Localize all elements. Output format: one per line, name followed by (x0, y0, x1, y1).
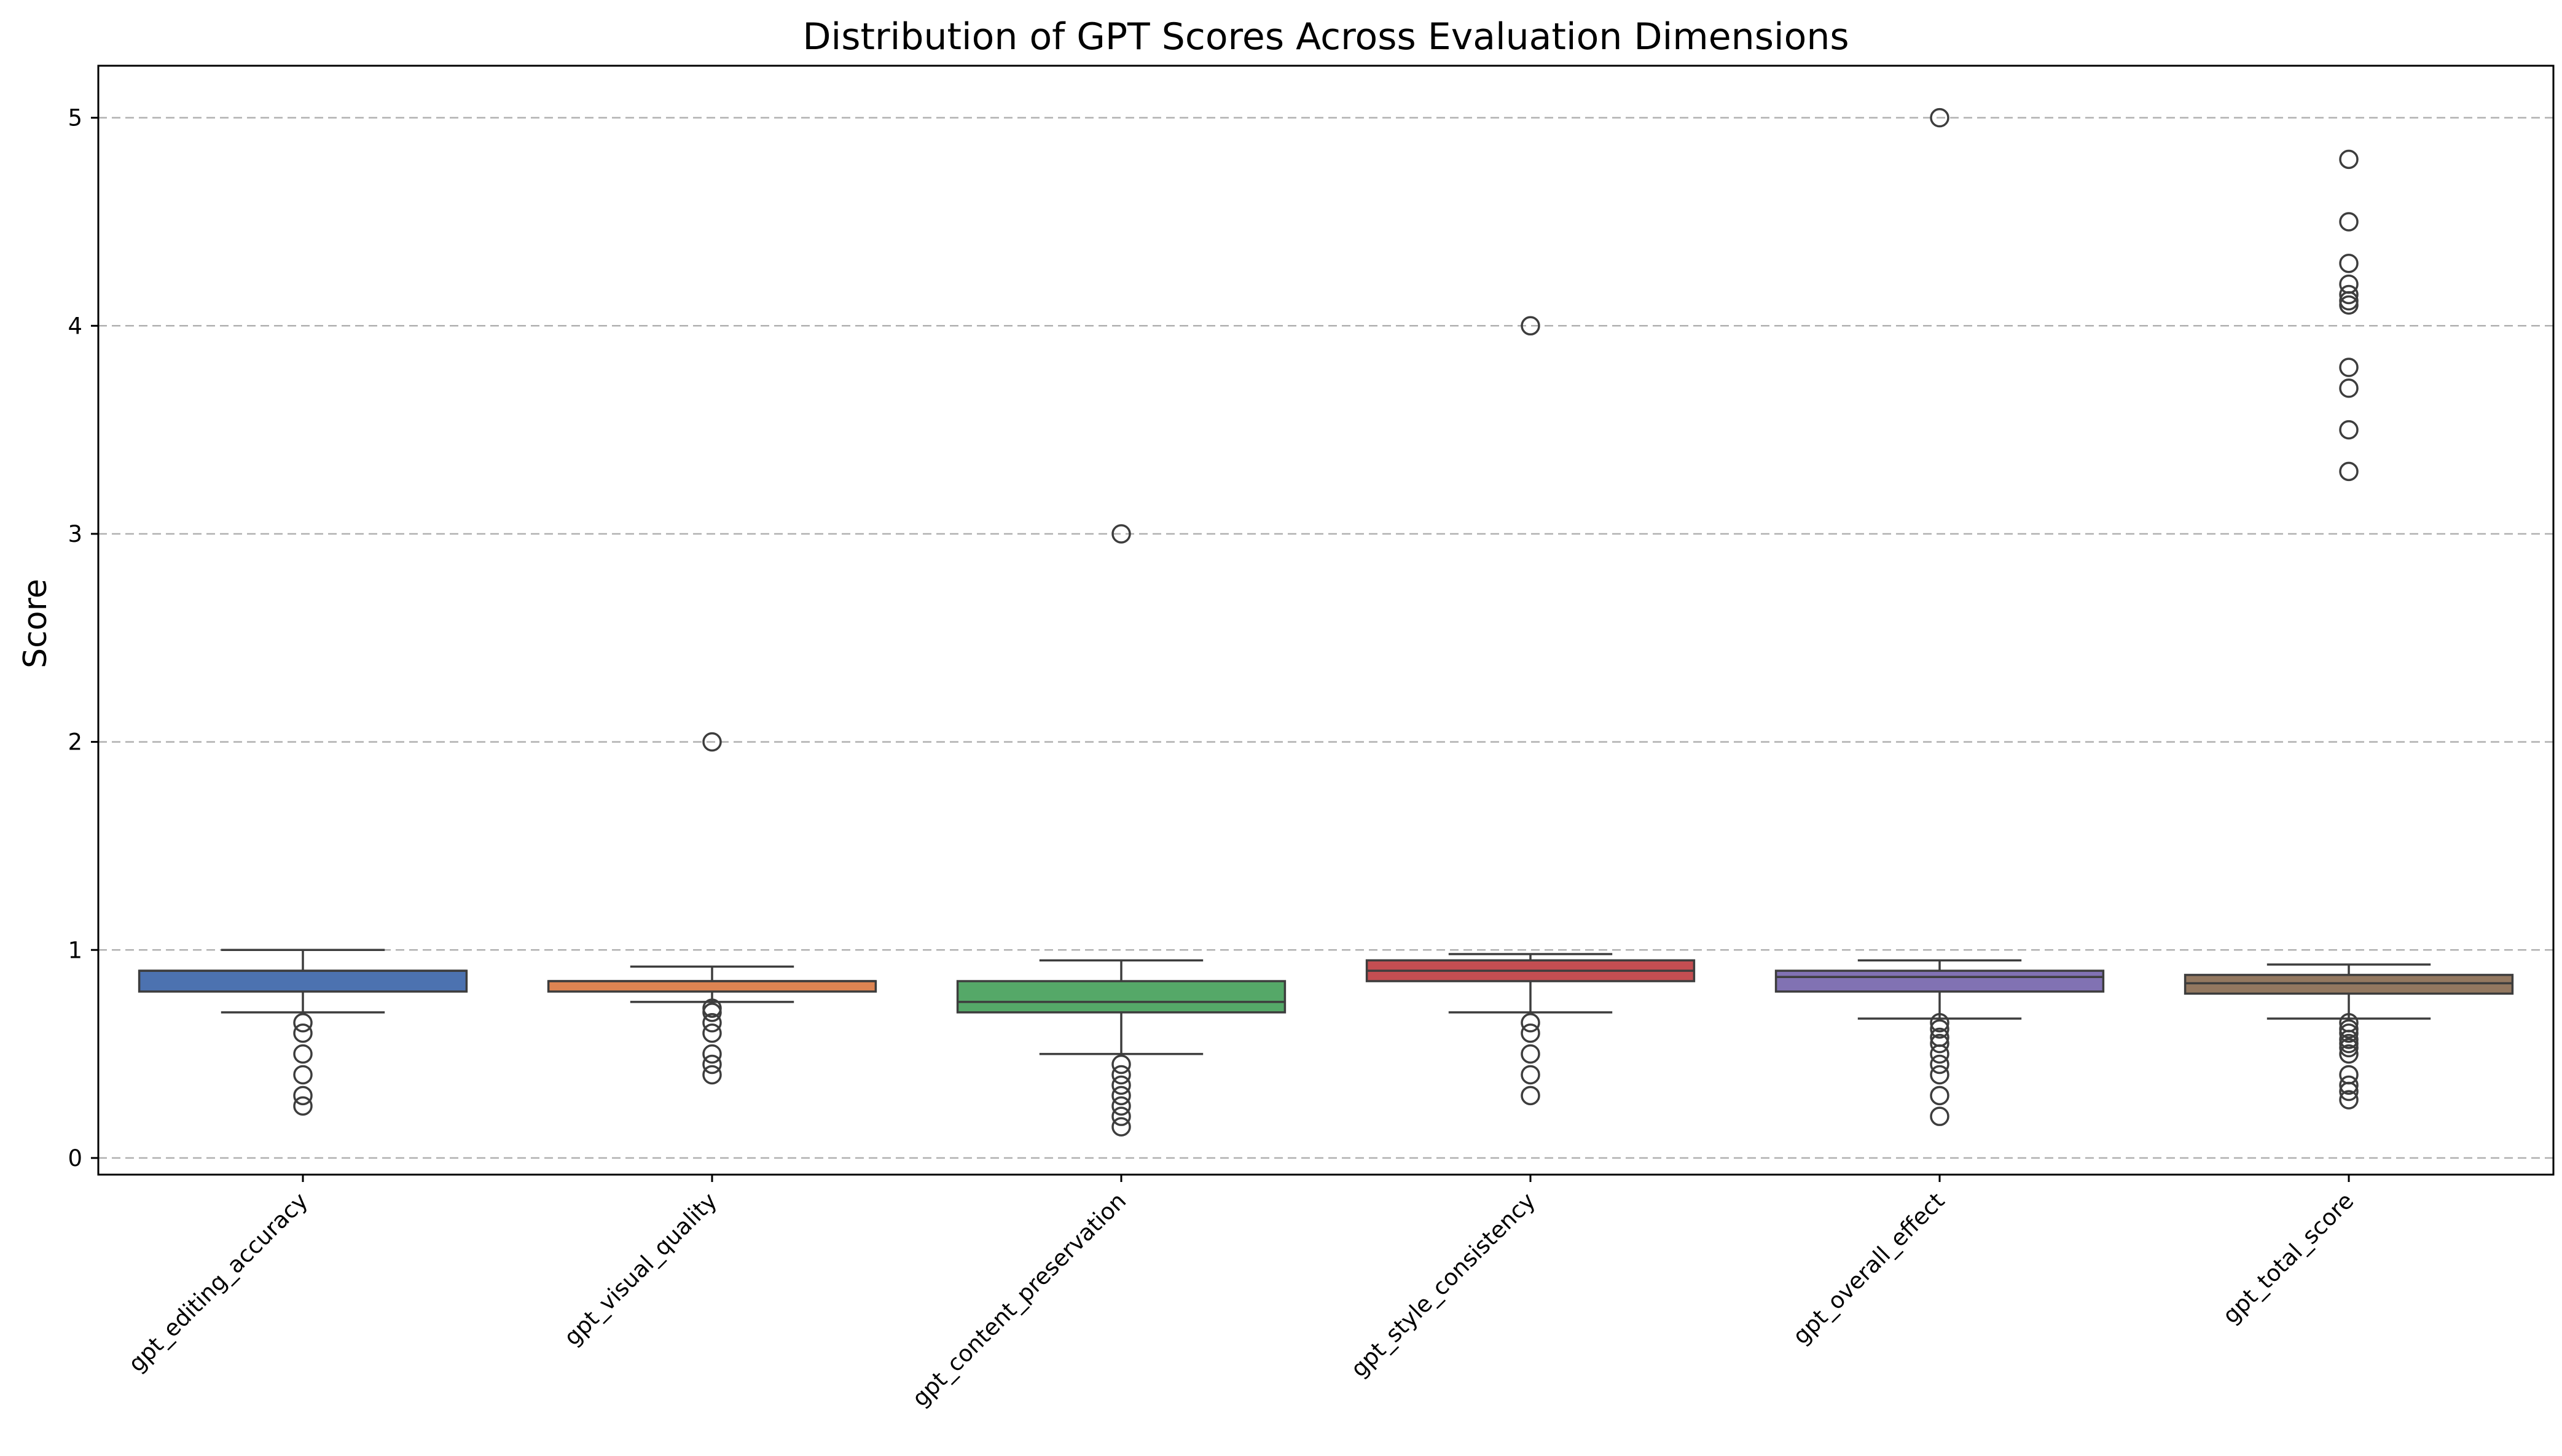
outlier-point (1111, 524, 1131, 544)
outlier-point (2339, 295, 2359, 315)
outlier-point (1930, 1044, 1949, 1064)
outlier-point (702, 1023, 722, 1043)
iqr-box (1774, 969, 2105, 993)
outlier-point (2339, 149, 2359, 170)
outlier-point (702, 1054, 722, 1074)
y-tick-label: 0 (68, 1145, 82, 1172)
x-tick-label: gpt_total_score (2217, 1188, 2359, 1329)
outlier-point (293, 1065, 313, 1085)
outlier-point (2339, 420, 2359, 440)
outlier-point (702, 1013, 722, 1033)
outlier-point (293, 1086, 313, 1106)
x-tick-label: gpt_overall_effect (1788, 1188, 1950, 1350)
box-series (138, 108, 2514, 1137)
y-axis-ticks: 0 1 2 3 4 5 (68, 105, 98, 1172)
outlier-point (1930, 1065, 1949, 1085)
outlier-point (1111, 1075, 1131, 1095)
outlier-point (293, 1023, 313, 1043)
outlier-point (2339, 1065, 2359, 1085)
x-tick-label: gpt_editing_accuracy (123, 1188, 313, 1377)
outlier-point (2339, 1023, 2359, 1043)
y-tick-label: 1 (68, 937, 82, 963)
outlier-point (2339, 1038, 2359, 1058)
outlier-point (1521, 316, 1540, 336)
outlier-point (1521, 1013, 1540, 1033)
outlier-point (1930, 1106, 1949, 1126)
outlier-point (702, 1044, 722, 1064)
outlier-point (2339, 1044, 2359, 1064)
outlier-point (1930, 1086, 1949, 1106)
grid-lines (98, 117, 2553, 1159)
box-gpt_visual_quality (547, 732, 877, 1085)
outlier-point (1521, 1023, 1540, 1043)
outlier-point (2339, 274, 2359, 294)
outlier-point (1930, 1033, 1949, 1054)
x-axis-ticks: gpt_editing_accuracy gpt_visual_quality gp… (123, 1175, 2359, 1412)
outlier-point (2339, 253, 2359, 273)
outlier-point (1930, 1054, 1949, 1074)
x-tick-label: gpt_content_preservation (907, 1188, 1131, 1412)
outlier-point (1111, 1086, 1131, 1106)
outlier-point (1521, 1065, 1540, 1085)
outlier-point (2339, 212, 2359, 232)
outlier-point (1111, 1065, 1131, 1085)
box-gpt_style_consistency (1365, 316, 1696, 1106)
y-tick-label: 3 (68, 521, 82, 547)
y-tick-label: 5 (68, 105, 82, 131)
outlier-point (2339, 1090, 2359, 1110)
box-gpt_total_score (2184, 149, 2514, 1110)
x-tick-label: gpt_style_consistency (1346, 1188, 1540, 1382)
outlier-point (1521, 1044, 1540, 1064)
x-tick-label: gpt_visual_quality (559, 1188, 723, 1351)
iqr-box (956, 980, 1287, 1014)
plot-frame (97, 65, 2555, 1176)
outlier-point (2339, 1075, 2359, 1095)
outlier-point (702, 1003, 722, 1022)
chart-title: Distribution of GPT Scores Across Evalua… (802, 15, 1849, 58)
box-gpt_editing_accuracy (138, 949, 468, 1116)
outlier-point (1111, 1117, 1131, 1137)
iqr-box (547, 980, 877, 993)
outlier-point (2339, 1081, 2359, 1102)
outlier-point (2339, 284, 2359, 305)
outlier-point (702, 732, 722, 752)
outlier-point (293, 1044, 313, 1064)
box-gpt_content_preservation (956, 524, 1287, 1137)
outlier-point (702, 1065, 722, 1085)
outlier-point (1930, 1013, 1949, 1033)
outlier-point (1930, 1019, 1949, 1039)
outlier-point (1930, 108, 1949, 128)
outlier-point (1111, 1106, 1131, 1126)
outlier-point (293, 1013, 313, 1033)
outlier-point (2339, 461, 2359, 482)
y-tick-label: 4 (68, 313, 82, 339)
y-tick-label: 2 (68, 729, 82, 756)
outlier-point (2339, 378, 2359, 398)
iqr-box (138, 969, 468, 993)
outlier-point (2339, 358, 2359, 377)
outlier-point (293, 1096, 313, 1116)
outlier-point (1521, 1086, 1540, 1106)
box-gpt_overall_effect (1774, 108, 2105, 1126)
outlier-point (1111, 1096, 1131, 1116)
y-axis-label: Score (17, 579, 54, 668)
outlier-point (1111, 1054, 1131, 1074)
